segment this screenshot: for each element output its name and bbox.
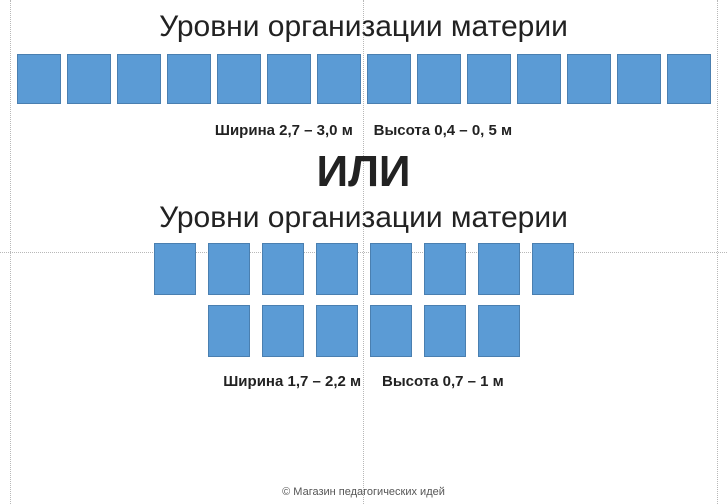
box-item	[208, 305, 250, 357]
box-item	[478, 305, 520, 357]
box-item	[424, 305, 466, 357]
box-item	[262, 243, 304, 295]
bottom-caption: Ширина 1,7 – 2,2 м Высота 0,7 – 1 м	[0, 373, 727, 390]
bottom-box-row-2	[0, 305, 727, 357]
top-box-row	[0, 54, 727, 104]
box-item	[208, 243, 250, 295]
box-item	[417, 54, 461, 104]
top-title: Уровни организации материи	[0, 10, 727, 44]
box-item	[517, 54, 561, 104]
box-item	[154, 243, 196, 295]
box-item	[617, 54, 661, 104]
box-item	[370, 243, 412, 295]
box-item	[67, 54, 111, 104]
box-item	[316, 305, 358, 357]
box-item	[167, 54, 211, 104]
bottom-box-row-1	[0, 243, 727, 295]
slide-canvas: Уровни организации материи Ширина 2,7 – …	[0, 0, 727, 504]
caption-spacer	[357, 122, 370, 139]
box-item	[117, 54, 161, 104]
or-label: ИЛИ	[0, 147, 727, 197]
box-item	[367, 54, 411, 104]
top-caption-height: Высота 0,4 – 0, 5 м	[374, 122, 512, 139]
box-item	[667, 54, 711, 104]
bottom-title: Уровни организации материи	[0, 201, 727, 235]
box-item	[262, 305, 304, 357]
box-item	[424, 243, 466, 295]
box-item	[267, 54, 311, 104]
copyright-text: © Магазин педагогических идей	[0, 486, 727, 498]
top-caption: Ширина 2,7 – 3,0 м Высота 0,4 – 0, 5 м	[0, 122, 727, 139]
top-caption-width: Ширина 2,7 – 3,0 м	[215, 122, 353, 139]
bottom-caption-height: Высота 0,7 – 1 м	[382, 373, 504, 390]
bottom-caption-width: Ширина 1,7 – 2,2 м	[223, 373, 361, 390]
box-item	[532, 243, 574, 295]
box-item	[217, 54, 261, 104]
box-item	[478, 243, 520, 295]
box-item	[316, 243, 358, 295]
slide-content: Уровни организации материи Ширина 2,7 – …	[0, 0, 727, 504]
box-item	[317, 54, 361, 104]
box-item	[370, 305, 412, 357]
caption-spacer	[365, 373, 378, 390]
box-item	[17, 54, 61, 104]
box-item	[467, 54, 511, 104]
box-item	[567, 54, 611, 104]
